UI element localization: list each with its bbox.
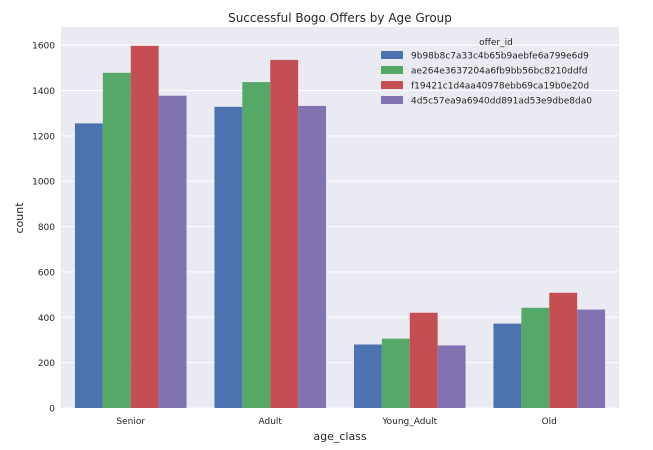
bar [437,345,466,408]
bar [130,45,159,409]
bar [521,307,550,408]
bar [353,344,382,408]
x-tick-label: Old [542,417,557,427]
legend: offer_id 9b98b8c7a33c4b65b9aebfe6a799e6d… [381,38,592,107]
legend-swatch [381,96,403,104]
x-ticks: Senior Adult Young_Adult Old [116,417,556,427]
y-tick-label: 1600 [32,42,55,52]
legend-swatch [381,66,403,74]
x-tick-label: Adult [259,417,283,427]
x-tick-label: Young_Adult [381,417,437,427]
bar [493,323,522,408]
bar [74,123,103,409]
y-axis-label: count [13,202,26,234]
x-tick-label: Senior [116,417,145,427]
y-tick-label: 1400 [32,87,55,97]
bar [549,292,578,408]
legend-title: offer_id [479,38,513,48]
bar [242,82,271,409]
y-tick-label: 1200 [32,132,55,142]
x-axis-label: age_class [313,430,367,443]
y-tick-label: 1000 [32,178,55,188]
bar [409,312,438,408]
legend-swatch [381,51,403,59]
y-tick-label: 400 [38,314,55,324]
bar [102,72,131,408]
chart-title: Successful Bogo Offers by Age Group [228,11,452,25]
legend-label: ae264e3637204a6fb9bb56bc8210ddfd [411,67,587,77]
legend-label: 4d5c57ea9a6940dd891ad53e9dbe8da0 [411,97,592,107]
y-tick-label: 800 [38,223,55,233]
bar [158,95,187,409]
legend-label: f19421c1d4aa40978ebb69ca19b0e20d [411,82,589,92]
y-tick-label: 200 [38,359,55,369]
y-ticks: 0 200 400 600 800 1000 1200 1400 1600 [32,42,55,415]
bar [298,105,327,409]
y-tick-label: 0 [49,405,55,415]
y-tick-label: 600 [38,268,55,278]
bar [214,106,243,408]
legend-label: 9b98b8c7a33c4b65b9aebfe6a799e6d9 [411,52,589,62]
bar [577,309,606,408]
bar [381,338,410,408]
bars [74,45,606,409]
legend-swatch [381,81,403,89]
bar [270,59,299,408]
